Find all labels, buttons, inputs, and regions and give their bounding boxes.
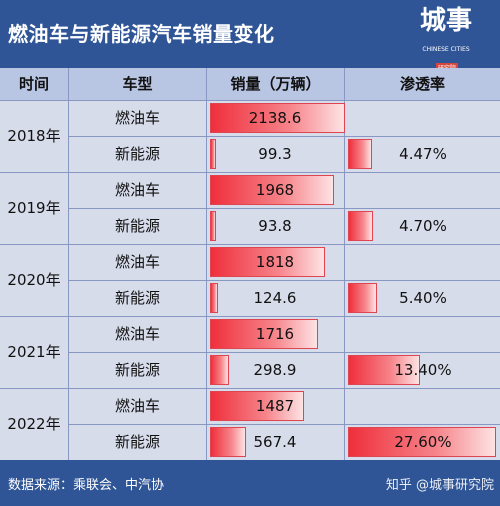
col-type: 车型 bbox=[122, 75, 153, 93]
row-divider bbox=[0, 388, 500, 389]
sales-value: 1968 bbox=[255, 181, 295, 199]
footer: 数据来源：乘联会、中汽协 知乎 @城事研究院 bbox=[0, 460, 500, 506]
penetration-bar bbox=[348, 355, 420, 385]
vehicle-type: 新能源 bbox=[114, 145, 160, 163]
penetration-value: 4.47% bbox=[399, 145, 447, 163]
col-time: 时间 bbox=[18, 75, 49, 93]
brand-logo: 城事 CHINESE CITIES研究院 bbox=[416, 6, 476, 72]
table-header-row: 时间 车型 销量（万辆） 渗透率 bbox=[0, 68, 500, 100]
watermark: 知乎 @城事研究院 bbox=[385, 478, 494, 493]
sales-bar bbox=[210, 283, 218, 313]
vehicle-type: 燃油车 bbox=[114, 325, 160, 343]
year-label: 2022年 bbox=[7, 415, 61, 433]
penetration-value: 27.60% bbox=[394, 433, 452, 451]
sales-value: 567.4 bbox=[253, 433, 297, 451]
vehicle-type: 燃油车 bbox=[114, 181, 160, 199]
row-divider bbox=[69, 352, 500, 353]
sales-value: 1487 bbox=[255, 397, 295, 415]
row-divider bbox=[69, 280, 500, 281]
logo-main: 城事 bbox=[419, 6, 472, 36]
vehicle-type: 新能源 bbox=[114, 433, 160, 451]
year-label: 2020年 bbox=[7, 271, 61, 289]
penetration-value: 4.70% bbox=[399, 217, 447, 235]
column-divider bbox=[206, 68, 207, 460]
row-divider bbox=[0, 316, 500, 317]
sales-bar bbox=[210, 355, 229, 385]
sales-bar bbox=[210, 211, 216, 241]
sales-bar bbox=[210, 427, 246, 457]
penetration-bar bbox=[348, 139, 372, 169]
year-label: 2021年 bbox=[7, 343, 61, 361]
row-divider bbox=[69, 424, 500, 425]
penetration-bar bbox=[348, 211, 374, 241]
row-divider bbox=[69, 136, 500, 137]
sales-value: 124.6 bbox=[253, 289, 297, 307]
sales-value: 1716 bbox=[255, 325, 295, 343]
logo-sub: CHINESE CITIES bbox=[422, 46, 470, 53]
vehicle-type: 新能源 bbox=[114, 361, 160, 379]
penetration-bar bbox=[348, 283, 377, 313]
year-label: 2018年 bbox=[7, 127, 61, 145]
sales-bar bbox=[210, 103, 345, 133]
col-penetration: 渗透率 bbox=[399, 75, 445, 93]
row-divider bbox=[0, 172, 500, 173]
sales-value: 298.9 bbox=[253, 361, 297, 379]
header: 燃油车与新能源汽车销量变化 城事 CHINESE CITIES研究院 bbox=[0, 0, 500, 72]
column-divider bbox=[68, 68, 69, 460]
vehicle-type: 新能源 bbox=[114, 217, 160, 235]
sales-bar bbox=[210, 139, 217, 169]
vehicle-type: 燃油车 bbox=[114, 397, 160, 415]
vehicle-type: 新能源 bbox=[114, 289, 160, 307]
sales-bar bbox=[210, 319, 319, 349]
vehicle-type: 燃油车 bbox=[114, 109, 160, 127]
sales-bar bbox=[210, 391, 304, 421]
sales-value: 99.3 bbox=[258, 145, 292, 163]
year-label: 2019年 bbox=[7, 199, 61, 217]
row-divider bbox=[69, 208, 500, 209]
row-divider bbox=[0, 244, 500, 245]
penetration-value: 13.40% bbox=[394, 361, 452, 379]
data-source: 数据来源：乘联会、中汽协 bbox=[8, 478, 165, 493]
vehicle-type: 燃油车 bbox=[114, 253, 160, 271]
sales-bar bbox=[210, 247, 325, 277]
penetration-bar bbox=[348, 427, 496, 457]
column-divider bbox=[344, 68, 345, 460]
penetration-value: 5.40% bbox=[399, 289, 447, 307]
row-divider bbox=[0, 100, 500, 101]
sales-value: 93.8 bbox=[258, 217, 292, 235]
col-sales: 销量（万辆） bbox=[230, 75, 321, 93]
page-title: 燃油车与新能源汽车销量变化 bbox=[8, 22, 275, 46]
sales-table: 时间 车型 销量（万辆） 渗透率 2018年 燃油车 新能源 2138.6 99.3 4.… bbox=[0, 68, 500, 460]
sales-value: 2138.6 bbox=[248, 109, 302, 127]
sales-bar bbox=[210, 175, 335, 205]
sales-value: 1818 bbox=[255, 253, 295, 271]
